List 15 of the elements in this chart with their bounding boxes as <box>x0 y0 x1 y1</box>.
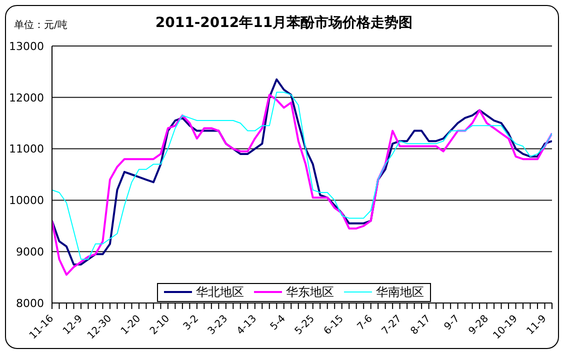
y-tick-label: 11000 <box>9 142 44 156</box>
x-tick-label: 5-4 <box>268 313 288 333</box>
x-tick-label: 3-2 <box>182 313 201 333</box>
legend-label: 华南地区 <box>375 284 424 300</box>
y-tick-label: 9000 <box>16 246 44 259</box>
legend-label: 华北地区 <box>195 284 244 300</box>
chart-title: 2011-2012年11月苯酚市场价格走势图 <box>155 15 413 31</box>
y-tick-label: 12000 <box>9 91 44 104</box>
y-tick-label: 13000 <box>9 40 44 53</box>
legend-label: 华东地区 <box>285 284 334 300</box>
text: 单位：元/吨 <box>14 18 68 32</box>
y-tick-label: 8000 <box>16 296 44 310</box>
x-tick-label: 9-7 <box>442 313 462 333</box>
x-tick-label: 7-6 <box>356 313 375 333</box>
y-tick-label: 10000 <box>9 194 44 208</box>
